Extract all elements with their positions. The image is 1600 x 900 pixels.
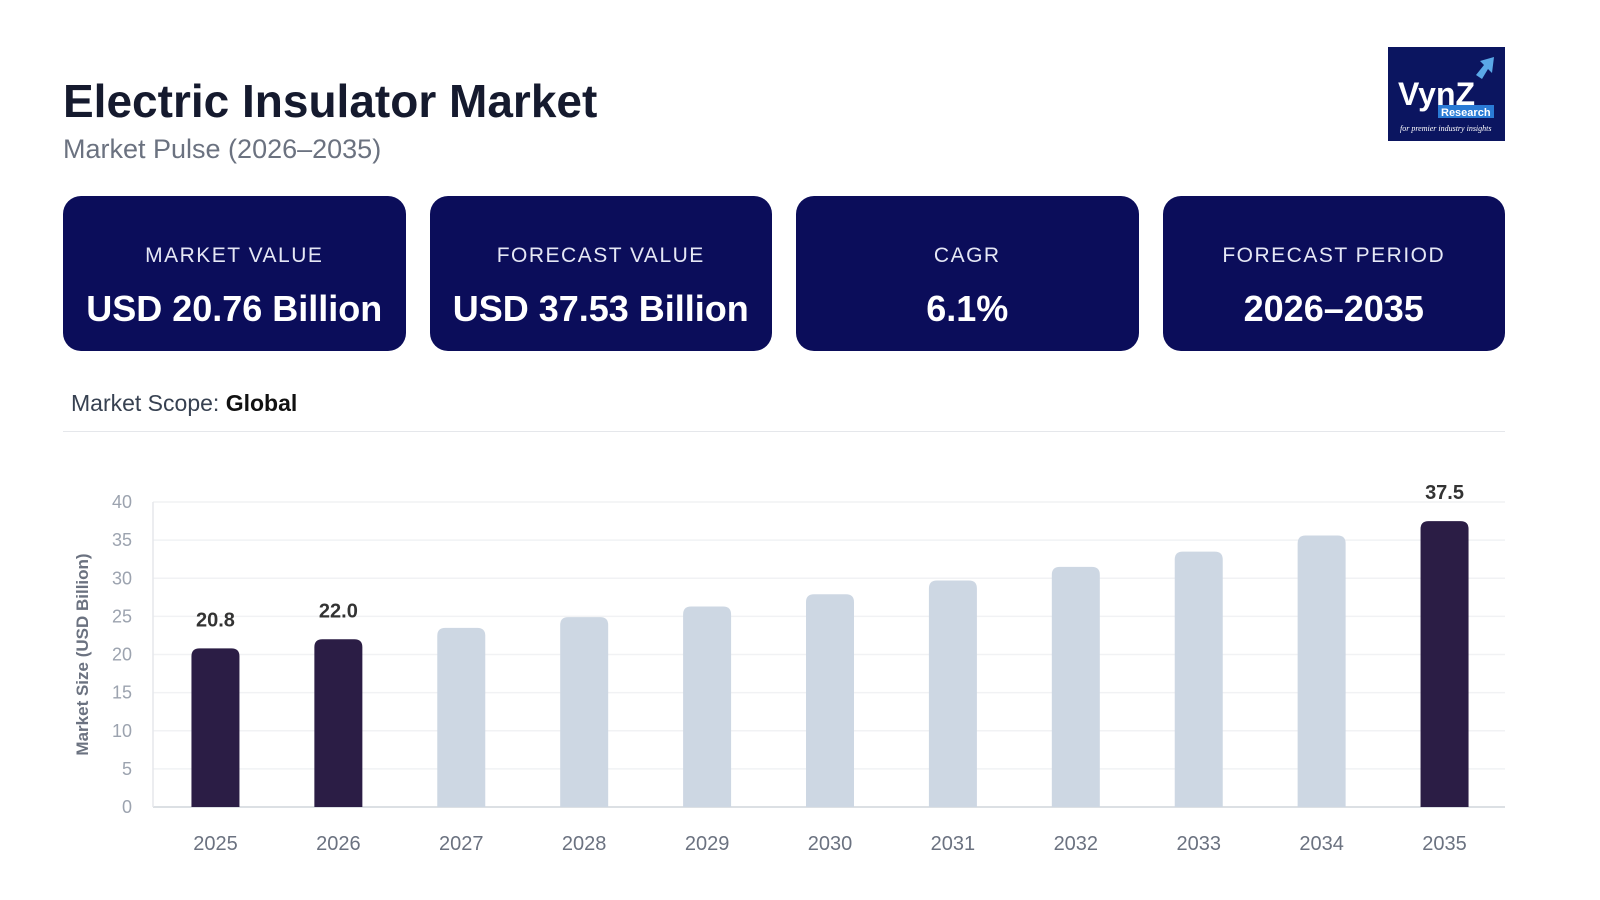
divider [63, 431, 1505, 432]
bar-2033 [1174, 551, 1223, 807]
data-label: 20.8 [196, 609, 235, 631]
forecast-period-card: FORECAST PERIOD 2026–2035 [1162, 196, 1505, 351]
card-label: CAGR [933, 244, 1001, 267]
svg-text:Research: Research [1441, 107, 1491, 119]
data-label: 22.0 [319, 600, 358, 622]
x-tick-label: 2031 [931, 833, 976, 855]
kpi-cards: MARKET VALUE USD 20.76 Billion FORECAST V… [63, 196, 1505, 351]
card-value: USD 20.76 Billion [86, 288, 383, 329]
page-subtitle: Market Pulse (2026–2035) [63, 134, 382, 164]
x-tick-label: 2034 [1299, 833, 1344, 855]
x-tick-label: 2032 [1054, 833, 1099, 855]
card-label: FORECAST VALUE [496, 244, 705, 267]
bar-2032 [1051, 566, 1100, 807]
market-value-card: MARKET VALUE USD 20.76 Billion [63, 196, 406, 351]
bar-2035 [1420, 521, 1469, 807]
y-axis-label: Market Size (USD Billion) [73, 553, 92, 755]
x-tick-label: 2027 [439, 833, 484, 855]
card-value: USD 37.53 Billion [452, 288, 749, 329]
bar-2029 [683, 606, 732, 807]
scope-label: Market Scope: [71, 390, 220, 416]
vynz-logo: VynZ Research for premier industry insig… [1388, 47, 1505, 141]
y-tick-label: 40 [112, 492, 132, 512]
card-value: 6.1% [926, 288, 1009, 329]
bar-2026 [314, 639, 363, 807]
y-tick-label: 10 [112, 721, 132, 741]
y-tick-label: 35 [112, 530, 132, 550]
svg-text:for premier industry insights: for premier industry insights [1400, 124, 1491, 133]
forecast-value-card: FORECAST VALUE USD 37.53 Billion [429, 196, 772, 351]
y-tick-label: 20 [112, 645, 132, 665]
y-tick-label: 25 [112, 606, 132, 626]
bar-2025 [191, 648, 240, 807]
card-label: FORECAST PERIOD [1222, 244, 1446, 267]
x-tick-label: 2026 [316, 833, 361, 855]
bar-2030 [806, 594, 854, 807]
logo-graphic: VynZ Research for premier industry insig… [1398, 57, 1494, 133]
y-tick-label: 30 [112, 568, 132, 588]
bar-2034 [1297, 535, 1346, 807]
x-tick-label: 2033 [1176, 833, 1221, 855]
page-title: Electric Insulator Market [63, 75, 598, 127]
y-tick-label: 0 [122, 797, 132, 817]
x-tick-label: 2030 [808, 833, 853, 855]
x-tick-label: 2028 [562, 833, 607, 855]
x-tick-label: 2035 [1422, 833, 1467, 855]
card-label: MARKET VALUE [145, 244, 324, 267]
market-scope: Market Scope: Global [71, 390, 297, 417]
bar-2028 [560, 617, 609, 807]
x-tick-label: 2025 [193, 833, 238, 855]
cagr-card: CAGR 6.1% [796, 196, 1139, 351]
bar-2027 [437, 627, 486, 807]
x-tick-label: 2029 [685, 833, 730, 855]
y-tick-label: 5 [122, 759, 132, 779]
y-tick-label: 15 [112, 683, 132, 703]
card-value: 2026–2035 [1243, 288, 1424, 329]
bar-2031 [928, 580, 977, 807]
data-label: 37.5 [1425, 482, 1464, 504]
scope-value: Global [225, 390, 298, 416]
